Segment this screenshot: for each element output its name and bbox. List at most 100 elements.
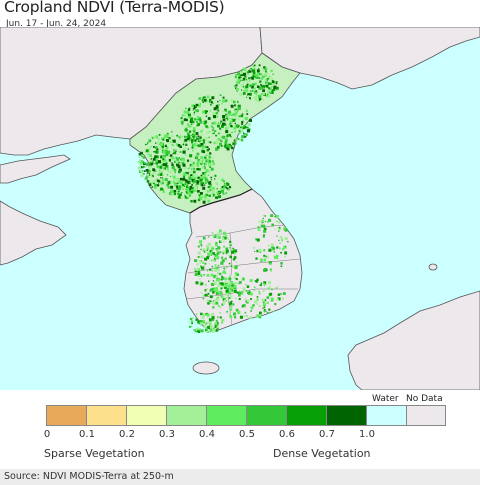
ndvi-pixel — [215, 104, 218, 107]
ndvi-pixel — [185, 143, 188, 146]
ndvi-pixel — [192, 133, 195, 136]
ndvi-pixel — [245, 71, 247, 74]
ndvi-pixel — [272, 80, 275, 84]
ndvi-pixel — [224, 277, 228, 281]
ndvi-pixel — [273, 85, 277, 89]
ndvi-pixel — [189, 195, 191, 197]
ndvi-pixel — [209, 98, 212, 102]
ndvi-pixel — [216, 251, 220, 255]
ndvi-pixel — [253, 96, 257, 100]
ndvi-pixel — [214, 178, 216, 180]
ndvi-pixel — [150, 173, 153, 176]
ndvi-pixel — [143, 162, 146, 164]
ndvi-pixel — [218, 132, 221, 135]
ndvi-pixel — [204, 289, 207, 292]
ndvi-pixel — [202, 167, 205, 170]
ndvi-pixel — [222, 240, 225, 243]
ndvi-pixel — [190, 134, 193, 136]
ndvi-pixel — [166, 174, 169, 176]
ndvi-pixel — [243, 315, 246, 317]
ndvi-pixel — [224, 139, 228, 143]
ndvi-pixel — [188, 107, 191, 110]
ndvi-pixel — [237, 125, 239, 127]
ndvi-pixel — [271, 223, 275, 227]
ndvi-pixel — [266, 78, 269, 81]
ndvi-pixel — [159, 147, 162, 150]
ndvi-pixel — [151, 136, 153, 139]
dense-vegetation-caption: Dense Vegetation — [273, 447, 371, 460]
ndvi-pixel — [264, 227, 267, 231]
ndvi-pixel — [221, 103, 223, 105]
ndvi-pixel — [262, 301, 265, 303]
ndvi-pixel — [240, 71, 243, 75]
ndvi-pixel — [225, 291, 229, 295]
ndvi-pixel — [234, 111, 238, 115]
ndvi-pixel — [157, 160, 162, 164]
ndvi-pixel — [182, 158, 185, 162]
ndvi-pixel — [144, 165, 147, 168]
ndvi-pixel — [211, 160, 214, 163]
ndvi-pixel — [229, 255, 232, 259]
ndvi-pixel — [146, 162, 150, 166]
ndvi-pixel — [211, 287, 214, 291]
ndvi-pixel — [201, 99, 204, 102]
ndvi-pixel — [258, 64, 261, 67]
ndvi-pixel — [199, 142, 201, 144]
ndvi-pixel — [259, 80, 262, 83]
ndvi-pixel — [191, 189, 193, 191]
ndvi-pixel — [163, 156, 165, 159]
ndvi-pixel — [194, 135, 196, 138]
ndvi-pixel — [216, 278, 219, 282]
ndvi-pixel — [187, 190, 190, 193]
ndvi-pixel — [240, 138, 243, 141]
ndvi-pixel — [148, 170, 150, 172]
ndvi-pixel — [177, 193, 179, 195]
ndvi-pixel — [242, 131, 244, 133]
ndvi-pixel — [232, 142, 236, 146]
ndvi-pixel — [264, 67, 268, 70]
ndvi-pixel — [212, 259, 216, 262]
ndvi-pixel — [214, 325, 218, 329]
legend-water-label: Water — [372, 394, 399, 404]
ndvi-pixel — [214, 298, 218, 302]
ndvi-pixel — [276, 235, 278, 237]
ndvi-pixel — [192, 133, 194, 135]
ndvi-pixel — [217, 116, 219, 117]
ndvi-pixel — [230, 281, 234, 284]
ndvi-pixel — [238, 129, 242, 133]
ndvi-pixel — [224, 257, 227, 260]
ndvi-pixel — [259, 284, 262, 286]
ndvi-pixel — [184, 179, 188, 183]
ndvi-pixel — [230, 300, 233, 303]
ndvi-pixel — [214, 193, 217, 197]
ndvi-pixel — [172, 144, 175, 147]
ndvi-pixel — [176, 158, 179, 161]
ndvi-pixel — [193, 143, 197, 147]
ndvi-pixel — [265, 70, 267, 73]
ndvi-pixel — [275, 82, 278, 85]
ndvi-pixel — [248, 292, 250, 293]
ndvi-pixel — [162, 182, 164, 184]
ndvi-pixel — [215, 301, 219, 305]
ndvi-pixel — [207, 292, 210, 295]
ndvi-pixel — [140, 151, 143, 155]
ndvi-pixel — [209, 250, 212, 252]
ndvi-pixel — [161, 177, 163, 179]
ndvi-pixel — [202, 297, 205, 300]
ndvi-pixel — [190, 174, 193, 177]
ndvi-pixel — [171, 135, 174, 138]
ndvi-pixel — [205, 125, 208, 128]
ndvi-pixel — [224, 286, 227, 289]
ndvi-pixel — [181, 157, 184, 160]
ndvi-pixel — [192, 129, 196, 133]
ndvi-pixel — [265, 269, 268, 272]
ndvi-pixel — [270, 297, 274, 301]
ndvi-pixel — [191, 322, 193, 325]
ndvi-pixel — [263, 87, 265, 89]
ndvi-pixel — [222, 187, 225, 190]
ndvi-pixel — [242, 86, 244, 88]
ndvi-pixel — [221, 124, 224, 128]
ndvi-pixel — [284, 228, 288, 232]
ndvi-pixel — [216, 296, 220, 300]
ndvi-pixel — [220, 261, 224, 265]
